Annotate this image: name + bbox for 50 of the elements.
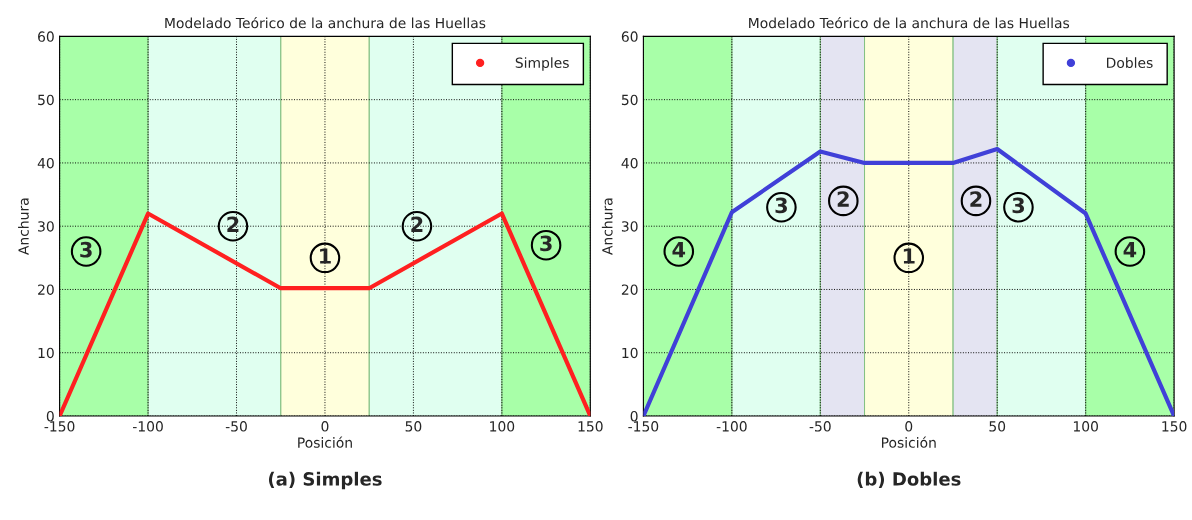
y-tick-label: 10 [38,347,54,359]
x-tick-label: -150 [628,421,659,432]
annotation: 1 [320,248,331,264]
x-axis-title: Posición [298,436,352,448]
x-tick-label: -100 [132,421,163,432]
annotation: 1 [903,248,915,264]
annotation: 4 [1123,242,1137,258]
annotation: 3 [80,241,92,258]
y-tick-label: 60 [621,31,638,42]
x-tick-label: 50 [405,421,422,432]
annotation: 3 [1012,197,1025,214]
y-tick-label: 20 [621,284,638,295]
text: (b) Dobles [857,471,961,488]
y-tick-label: 40 [37,157,54,169]
y-tick-label: 60 [38,31,54,42]
y-tick-label: 0 [46,410,54,422]
y-axis-title: Anchura [18,198,29,255]
x-axis-title: Posición [881,436,936,448]
x-tick-label: 0 [905,421,913,432]
annotation: 2 [837,191,849,207]
annotation: 3 [775,197,787,214]
annotation: 2 [970,191,982,207]
y-tick-label: 10 [622,347,638,359]
legend-label: Simples [515,57,569,71]
y-tick-label: 50 [621,94,638,106]
y-axis-title: Anchura [601,198,613,255]
x-tick-label: 100 [490,421,515,432]
x-tick-label: -50 [225,421,247,432]
y-tick-label: 20 [38,284,54,295]
legend-label: Dobles [1107,57,1153,68]
chart-title: Modelado Teórico de la anchura de las Huellas [165,16,486,29]
x-tick-label: 0 [321,421,329,432]
y-tick-label: 40 [621,157,638,169]
x-tick-label: -50 [809,421,831,432]
y-tick-label: 30 [621,221,638,232]
annotation: 2 [227,216,239,232]
x-tick-label: 50 [989,421,1006,432]
x-tick-label: 100 [1073,421,1098,432]
annotation: 3 [540,235,552,252]
y-tick-label: 30 [38,221,54,232]
chart-title: Modelado Teórico de la anchura de las Huellas [749,16,1070,29]
x-tick-label: 150 [578,421,603,432]
y-tick-label: 50 [38,94,54,106]
x-tick-label: -100 [716,421,747,432]
annotation: 2 [411,216,423,232]
x-tick-label: -150 [44,421,75,432]
annotation: 4 [672,242,686,258]
x-tick-label: 150 [1162,421,1187,432]
y-tick-label: 0 [630,410,638,422]
text: (a) Simples [268,471,382,490]
